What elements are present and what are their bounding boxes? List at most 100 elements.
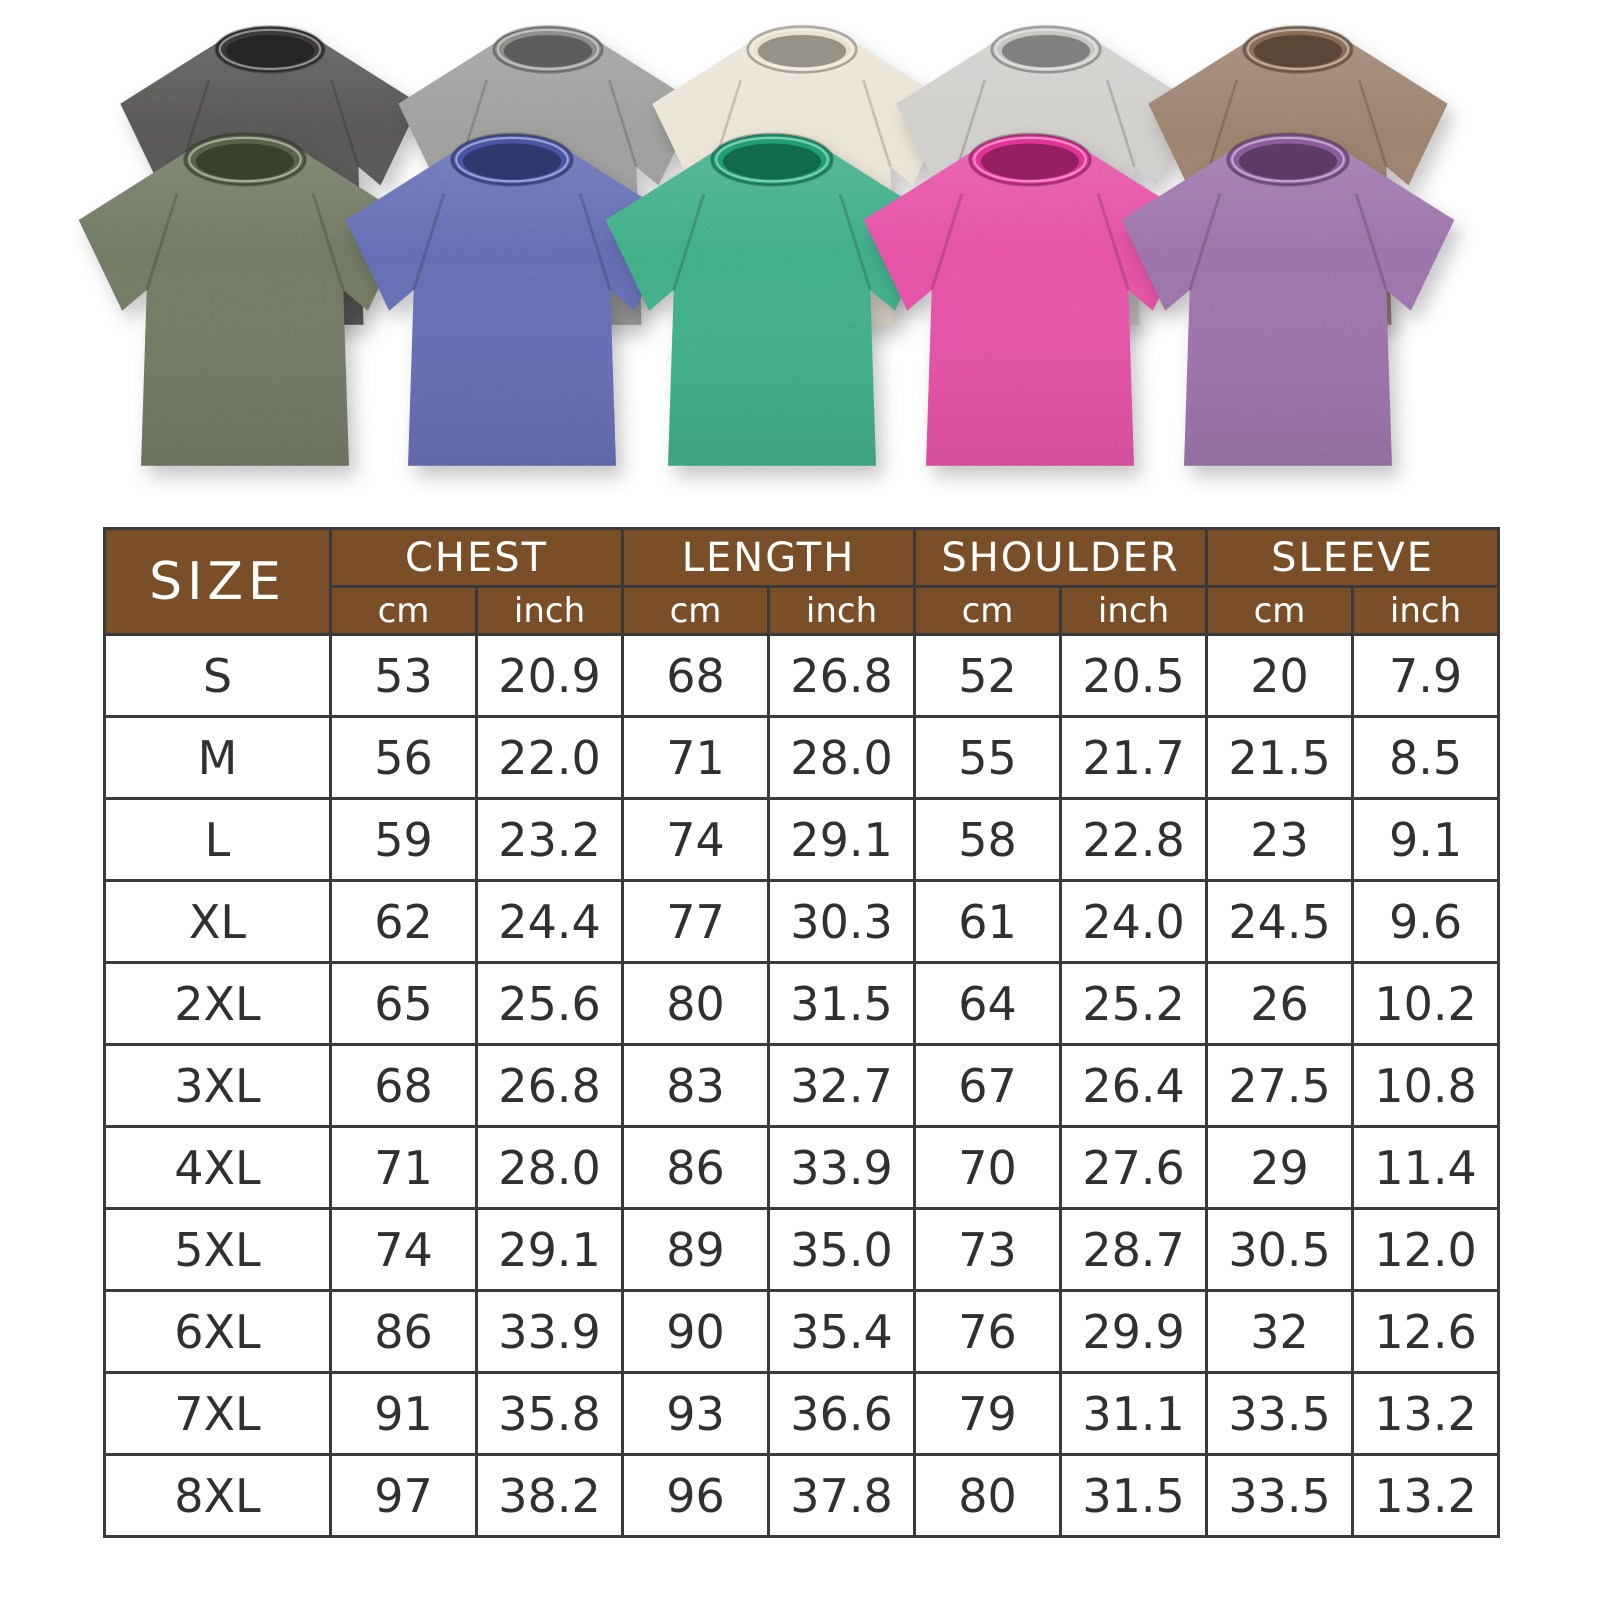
value-cell: 73 bbox=[913, 1207, 1063, 1292]
size-cell: M bbox=[103, 715, 332, 800]
value-cell: 74 bbox=[621, 797, 771, 882]
value-cell: 93 bbox=[621, 1371, 771, 1456]
table-row: 7XL 91 35.8 93 36.6 79 31.1 33.5 13.2 bbox=[103, 1371, 1501, 1456]
value-cell: 26.8 bbox=[767, 633, 917, 718]
value-cell: 9.6 bbox=[1351, 879, 1501, 964]
value-cell: 97 bbox=[329, 1453, 478, 1538]
table-row: S 53 20.9 68 26.8 52 20.5 20 7.9 bbox=[103, 633, 1501, 718]
value-cell: 22.0 bbox=[474, 715, 625, 800]
value-cell: 53 bbox=[329, 633, 478, 718]
value-cell: 8.5 bbox=[1351, 715, 1501, 800]
shoulder-inch-header: inch bbox=[1059, 585, 1209, 636]
value-cell: 21.7 bbox=[1059, 715, 1209, 800]
value-cell: 91 bbox=[329, 1371, 478, 1456]
size-chart-section: SIZE CHEST LENGTH SHOULDER SLEEVE cm inc… bbox=[103, 527, 1501, 1538]
value-cell: 70 bbox=[913, 1125, 1063, 1210]
table-row: 2XL 65 25.6 80 31.5 64 25.2 26 10.2 bbox=[103, 961, 1501, 1046]
value-cell: 83 bbox=[621, 1043, 771, 1128]
value-cell: 59 bbox=[329, 797, 478, 882]
sleeve-inch-header: inch bbox=[1351, 585, 1501, 636]
value-cell: 64 bbox=[913, 961, 1063, 1046]
value-cell: 80 bbox=[913, 1453, 1063, 1538]
value-cell: 29.1 bbox=[474, 1207, 625, 1292]
value-cell: 32.7 bbox=[767, 1043, 917, 1128]
product-color-gallery bbox=[0, 0, 1600, 515]
value-cell: 26.8 bbox=[474, 1043, 625, 1128]
value-cell: 30.3 bbox=[767, 879, 917, 964]
value-cell: 67 bbox=[913, 1043, 1063, 1128]
table-row: L 59 23.2 74 29.1 58 22.8 23 9.1 bbox=[103, 797, 1501, 882]
value-cell: 80 bbox=[621, 961, 771, 1046]
size-cell: 8XL bbox=[103, 1453, 332, 1538]
value-cell: 9.1 bbox=[1351, 797, 1501, 882]
value-cell: 33.9 bbox=[767, 1125, 917, 1210]
value-cell: 22.8 bbox=[1059, 797, 1209, 882]
value-cell: 31.5 bbox=[767, 961, 917, 1046]
value-cell: 58 bbox=[913, 797, 1063, 882]
value-cell: 20 bbox=[1205, 633, 1355, 718]
value-cell: 28.0 bbox=[474, 1125, 625, 1210]
value-cell: 27.6 bbox=[1059, 1125, 1209, 1210]
value-cell: 10.8 bbox=[1351, 1043, 1501, 1128]
value-cell: 68 bbox=[329, 1043, 478, 1128]
size-cell: L bbox=[103, 797, 332, 882]
value-cell: 68 bbox=[621, 633, 771, 718]
value-cell: 36.6 bbox=[767, 1371, 917, 1456]
size-cell: 7XL bbox=[103, 1371, 332, 1456]
value-cell: 56 bbox=[329, 715, 478, 800]
value-cell: 86 bbox=[329, 1289, 478, 1374]
value-cell: 7.9 bbox=[1351, 633, 1501, 718]
value-cell: 24.4 bbox=[474, 879, 625, 964]
value-cell: 32 bbox=[1205, 1289, 1355, 1374]
value-cell: 35.0 bbox=[767, 1207, 917, 1292]
sleeve-header: SLEEVE bbox=[1205, 527, 1501, 588]
value-cell: 10.2 bbox=[1351, 961, 1501, 1046]
value-cell: 26.4 bbox=[1059, 1043, 1209, 1128]
size-cell: 4XL bbox=[103, 1125, 332, 1210]
sleeve-cm-header: cm bbox=[1205, 585, 1355, 636]
length-cm-header: cm bbox=[621, 585, 771, 636]
value-cell: 31.5 bbox=[1059, 1453, 1209, 1538]
table-row: 3XL 68 26.8 83 32.7 67 26.4 27.5 10.8 bbox=[103, 1043, 1501, 1128]
table-row: 6XL 86 33.9 90 35.4 76 29.9 32 12.6 bbox=[103, 1289, 1501, 1374]
value-cell: 89 bbox=[621, 1207, 771, 1292]
value-cell: 76 bbox=[913, 1289, 1063, 1374]
value-cell: 25.2 bbox=[1059, 961, 1209, 1046]
value-cell: 86 bbox=[621, 1125, 771, 1210]
value-cell: 24.5 bbox=[1205, 879, 1355, 964]
table-row: 8XL 97 38.2 96 37.8 80 31.5 33.5 13.2 bbox=[103, 1453, 1501, 1538]
value-cell: 23.2 bbox=[474, 797, 625, 882]
value-cell: 29.1 bbox=[767, 797, 917, 882]
value-cell: 31.1 bbox=[1059, 1371, 1209, 1456]
shoulder-cm-header: cm bbox=[913, 585, 1063, 636]
value-cell: 13.2 bbox=[1351, 1371, 1501, 1456]
size-cell: XL bbox=[103, 879, 332, 964]
value-cell: 29 bbox=[1205, 1125, 1355, 1210]
value-cell: 77 bbox=[621, 879, 771, 964]
value-cell: 27.5 bbox=[1205, 1043, 1355, 1128]
tshirt-washed-purple bbox=[1099, 118, 1477, 477]
value-cell: 30.5 bbox=[1205, 1207, 1355, 1292]
chest-inch-header: inch bbox=[474, 585, 625, 636]
value-cell: 23 bbox=[1205, 797, 1355, 882]
value-cell: 96 bbox=[621, 1453, 771, 1538]
size-header: SIZE bbox=[103, 527, 332, 636]
value-cell: 61 bbox=[913, 879, 1063, 964]
value-cell: 79 bbox=[913, 1371, 1063, 1456]
value-cell: 71 bbox=[621, 715, 771, 800]
value-cell: 26 bbox=[1205, 961, 1355, 1046]
table-row: 4XL 71 28.0 86 33.9 70 27.6 29 11.4 bbox=[103, 1125, 1501, 1210]
table-row: M 56 22.0 71 28.0 55 21.7 21.5 8.5 bbox=[103, 715, 1501, 800]
value-cell: 37.8 bbox=[767, 1453, 917, 1538]
size-cell: 5XL bbox=[103, 1207, 332, 1292]
shoulder-header: SHOULDER bbox=[913, 527, 1209, 588]
value-cell: 35.8 bbox=[474, 1371, 625, 1456]
table-row: 5XL 74 29.1 89 35.0 73 28.7 30.5 12.0 bbox=[103, 1207, 1501, 1292]
value-cell: 90 bbox=[621, 1289, 771, 1374]
value-cell: 33.9 bbox=[474, 1289, 625, 1374]
size-chart-body: S 53 20.9 68 26.8 52 20.5 20 7.9 M 56 22.0 71 28.0 55 2… bbox=[103, 633, 1501, 1538]
size-chart-table: SIZE CHEST LENGTH SHOULDER SLEEVE cm inc… bbox=[103, 527, 1501, 1538]
value-cell: 33.5 bbox=[1205, 1453, 1355, 1538]
value-cell: 20.5 bbox=[1059, 633, 1209, 718]
